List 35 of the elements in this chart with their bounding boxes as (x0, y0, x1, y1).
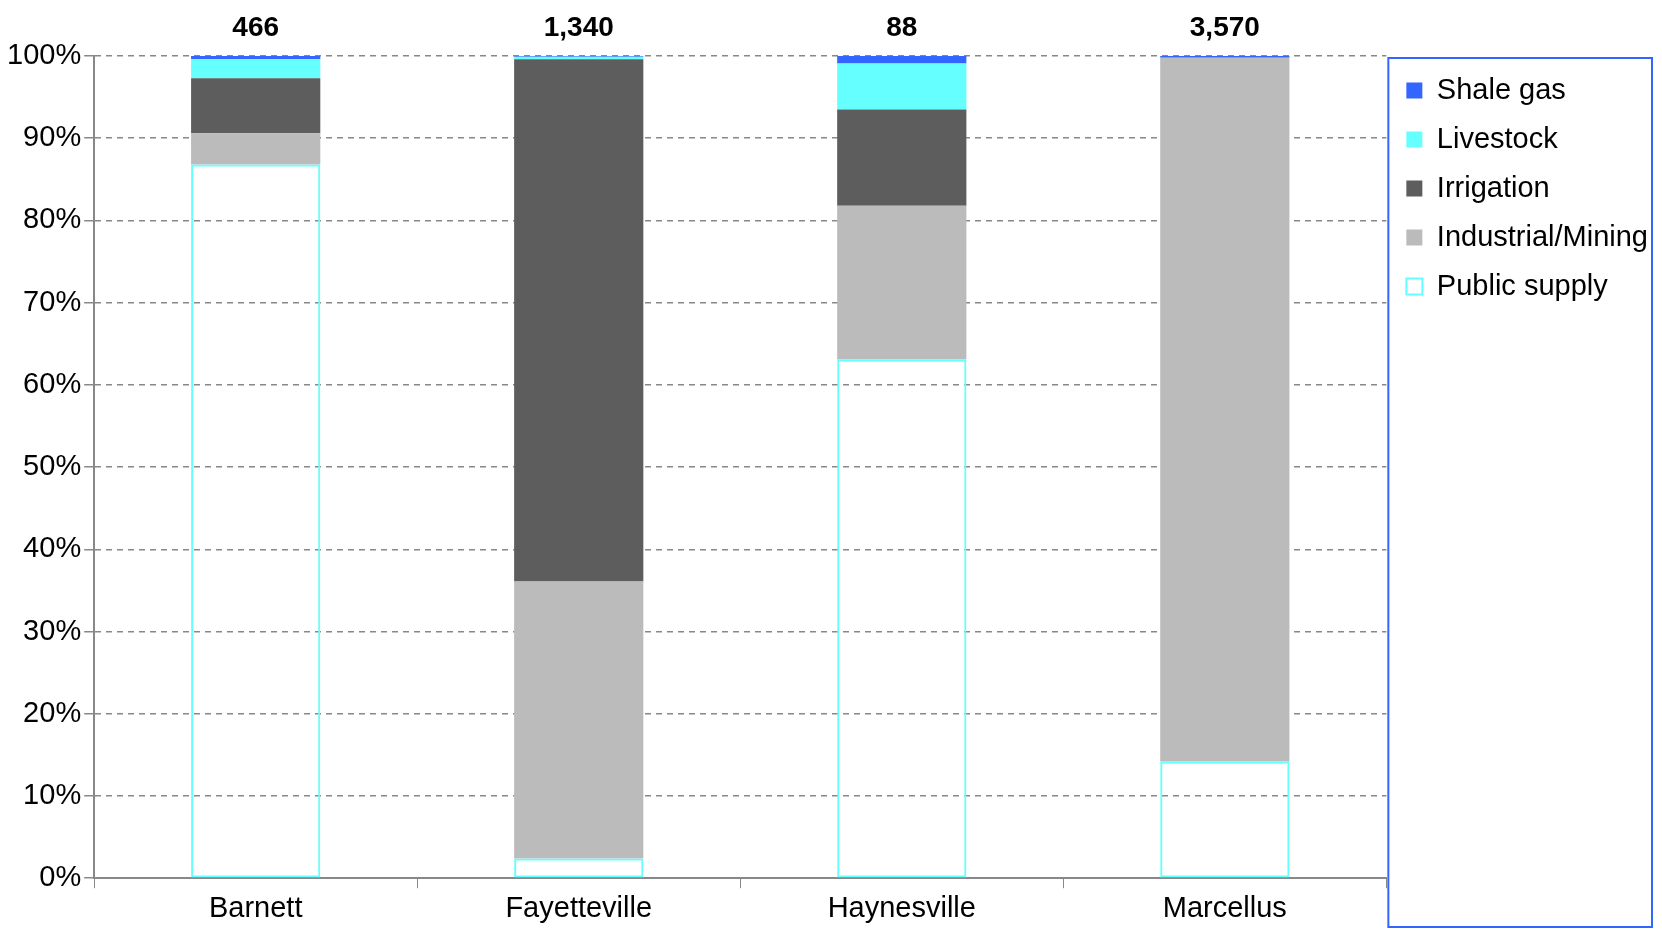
bar (837, 109, 967, 206)
x-tick-label: Haynesville (827, 890, 976, 923)
x-tick-label: Marcellus (1162, 890, 1287, 923)
bar (837, 63, 967, 110)
annotation: 88 (886, 10, 918, 42)
y-tick-label: 60% (23, 366, 82, 399)
bar (191, 133, 321, 165)
y-tick-label: 0% (39, 860, 82, 893)
legend-label: Livestock (1436, 121, 1559, 154)
y-tick-label: 70% (23, 284, 82, 317)
x-tick-label: Barnett (208, 890, 303, 923)
y-tick-label: 20% (23, 695, 82, 728)
annotation: 3,570 (1189, 10, 1260, 42)
annotation: 466 (232, 10, 280, 42)
legend-label: Shale gas (1436, 72, 1566, 105)
y-tick-label: 80% (23, 202, 82, 235)
bar (1160, 57, 1290, 762)
legend-label: Industrial/Mining (1436, 219, 1648, 252)
x-tick-label: Fayetteville (505, 890, 653, 923)
annotation: 1,340 (543, 10, 614, 42)
y-tick-label: 40% (23, 531, 82, 564)
bar (837, 56, 967, 64)
y-tick-label: 10% (23, 777, 82, 810)
bar (514, 59, 644, 582)
legend-label: Irrigation (1436, 170, 1550, 203)
bar (837, 205, 967, 360)
y-tick-label: 30% (23, 613, 82, 646)
bar (514, 581, 644, 859)
bar (191, 78, 321, 134)
y-tick-label: 100% (7, 38, 82, 70)
bar (191, 59, 321, 79)
bar (191, 56, 321, 60)
y-tick-label: 50% (23, 449, 82, 482)
legend-label: Public supply (1436, 268, 1609, 301)
y-tick-label: 90% (23, 120, 82, 153)
